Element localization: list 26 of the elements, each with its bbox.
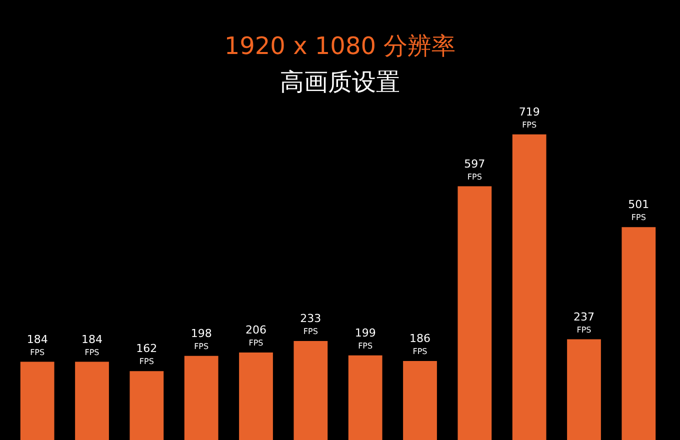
data-label: 206 FPS <box>246 323 266 348</box>
data-label: 199 FPS <box>354 326 376 350</box>
bar <box>75 362 109 440</box>
data-label: 184 FPS <box>82 332 102 357</box>
bar <box>239 352 273 440</box>
data-label: 198 FPS <box>190 326 212 351</box>
bar <box>184 356 218 440</box>
data-label: 184 FPS <box>26 332 48 357</box>
bar <box>348 355 382 440</box>
bar <box>403 360 437 440</box>
bar <box>622 227 656 440</box>
bar <box>458 186 492 440</box>
data-label: 237 FPS <box>574 310 594 334</box>
data-label: 162 FPS <box>136 342 158 366</box>
bar <box>20 362 54 440</box>
bar <box>130 371 164 440</box>
bar <box>512 134 546 440</box>
data-label: 597 FPS <box>464 157 486 182</box>
chart-title: 1920 x 1080 分辨率 <box>223 31 457 62</box>
data-label: 186 FPS <box>410 332 430 356</box>
chart-subtitle: 高画质设置 <box>279 67 401 98</box>
bar <box>294 340 328 440</box>
data-label: 501 FPS <box>628 198 650 222</box>
data-label: 719 FPS <box>518 105 540 130</box>
data-label: 233 FPS <box>300 312 322 336</box>
bar <box>567 339 601 440</box>
